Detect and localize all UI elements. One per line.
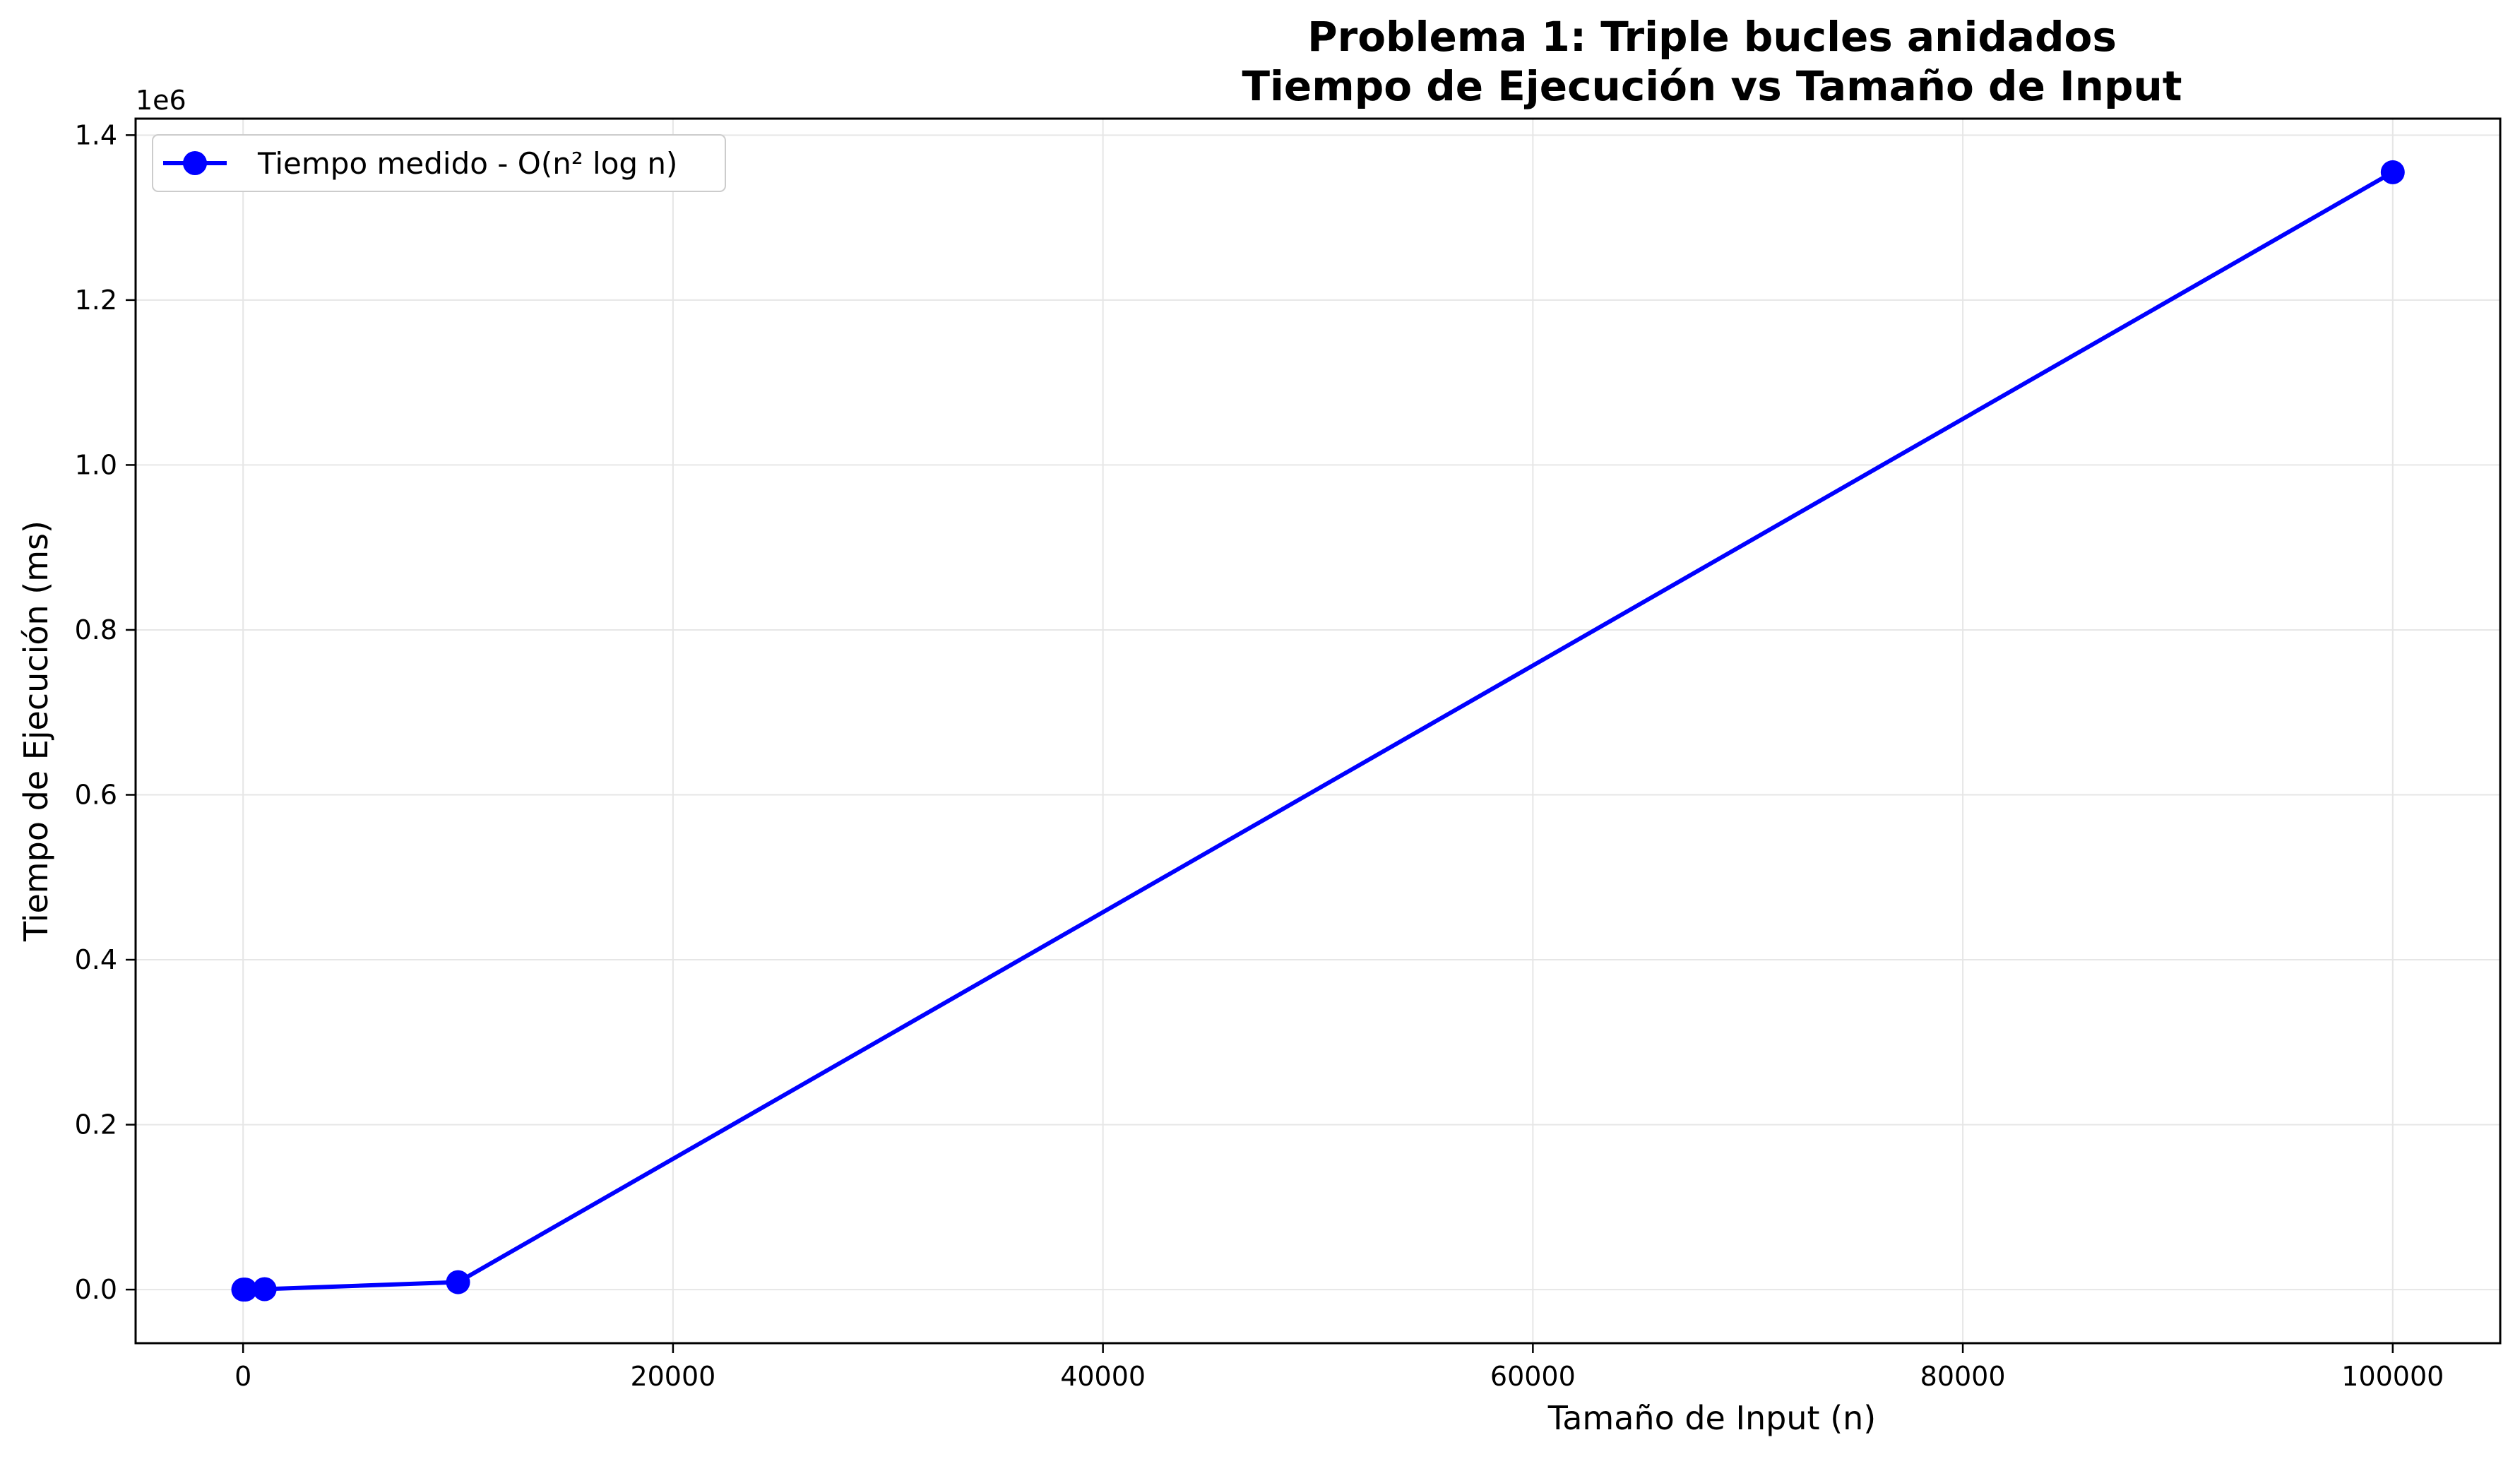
- x-tick-label: 20000: [630, 1361, 715, 1392]
- y-tick-label: 0.8: [75, 614, 117, 645]
- y-tick-label: 0.2: [75, 1109, 117, 1141]
- x-axis: 0 20000 40000 60000 80000 100000: [234, 1343, 2444, 1392]
- y-axis: 0.0 0.2 0.4 0.6 0.8 1.0 1.2 1.4: [75, 119, 136, 1305]
- x-axis-label: Tamaño de Input (n): [1547, 1399, 1877, 1437]
- plot-series: [231, 160, 2405, 1302]
- data-point: [2380, 160, 2405, 184]
- y-axis-offset-label: 1e6: [136, 85, 186, 116]
- legend-marker-sample: [183, 151, 207, 175]
- legend-label: Tiempo medido - O(n² log n): [257, 146, 677, 181]
- y-tick-label: 1.2: [75, 285, 117, 316]
- x-tick-label: 40000: [1060, 1361, 1146, 1392]
- y-tick-label: 0.0: [75, 1274, 117, 1305]
- chart-title-line-1: Problema 1: Triple bucles anidados: [1307, 13, 2117, 61]
- x-tick-label: 0: [234, 1361, 251, 1392]
- y-tick-label: 1.0: [75, 449, 117, 480]
- x-tick-label: 80000: [1920, 1361, 2006, 1392]
- legend-box: [152, 134, 726, 192]
- data-point: [233, 1278, 258, 1302]
- axes-frame: [134, 117, 2502, 1345]
- legend: Tiempo medido - O(n² log n): [152, 134, 726, 192]
- y-tick-label: 0.6: [75, 779, 117, 810]
- data-point: [252, 1277, 277, 1302]
- grid: [136, 119, 2500, 1343]
- chart-title-line-2: Tiempo de Ejecución vs Tamaño de Input: [1242, 62, 2182, 110]
- data-point: [446, 1270, 470, 1294]
- x-tick-label: 100000: [2341, 1361, 2444, 1392]
- y-tick-label: 1.4: [75, 119, 117, 150]
- y-axis-label: Tiempo de Ejecución (ms): [17, 520, 55, 942]
- x-tick-label: 60000: [1490, 1361, 1576, 1392]
- y-tick-label: 0.4: [75, 944, 117, 975]
